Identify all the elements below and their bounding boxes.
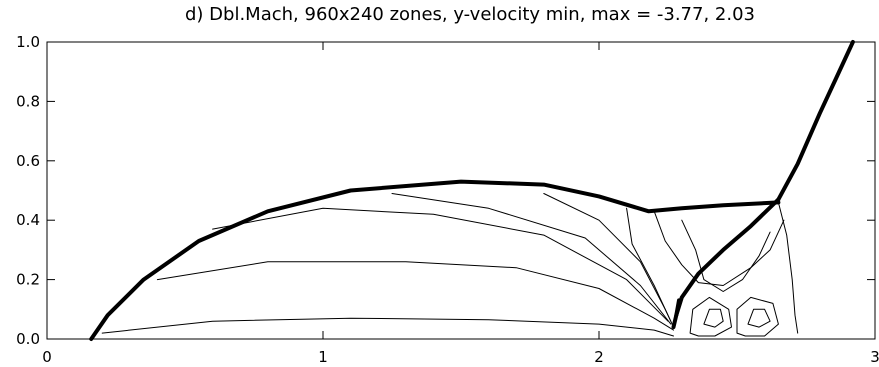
contour-lines	[89, 40, 855, 341]
y-tick-label: 0.6	[16, 152, 40, 170]
x-tick-label: 2	[594, 348, 604, 366]
contour-bow-shock	[89, 179, 781, 341]
x-tick-label: 3	[870, 348, 879, 366]
contour-slip-line	[777, 201, 799, 334]
contour-level-6	[626, 207, 672, 322]
contour-reflected-shock	[674, 197, 781, 318]
contour-level-7	[681, 219, 771, 292]
contour-incident-shock	[776, 40, 855, 202]
x-tick-label: 0	[42, 348, 52, 366]
x-axis-ticks: 0 1 2 3	[42, 42, 879, 366]
contour-wall-jet	[671, 298, 681, 330]
y-tick-label: 0.2	[16, 271, 40, 289]
contour-level-4	[391, 193, 672, 325]
contour-vortex-1-outer	[689, 296, 732, 337]
y-tick-label: 0.4	[16, 211, 40, 229]
contour-vortex-2-outer	[736, 296, 779, 337]
y-tick-label: 0.8	[16, 92, 40, 110]
contour-level-8	[653, 210, 785, 286]
contour-level-2	[156, 261, 674, 331]
plot-frame	[46, 41, 876, 340]
x-tick-label: 1	[318, 348, 328, 366]
chart-title: d) Dbl.Mach, 960x240 zones, y-velocity m…	[185, 4, 755, 25]
contour-level-3	[212, 207, 669, 322]
y-tick-label: 1.0	[16, 33, 40, 51]
contour-vortex-1-inner	[703, 308, 724, 328]
y-axis-ticks: 0.0 0.2 0.4 0.6 0.8 1.0	[16, 33, 875, 348]
contour-level-1	[101, 317, 674, 337]
contour-vortex-2-inner	[747, 308, 771, 328]
y-tick-label: 0.0	[16, 330, 40, 348]
